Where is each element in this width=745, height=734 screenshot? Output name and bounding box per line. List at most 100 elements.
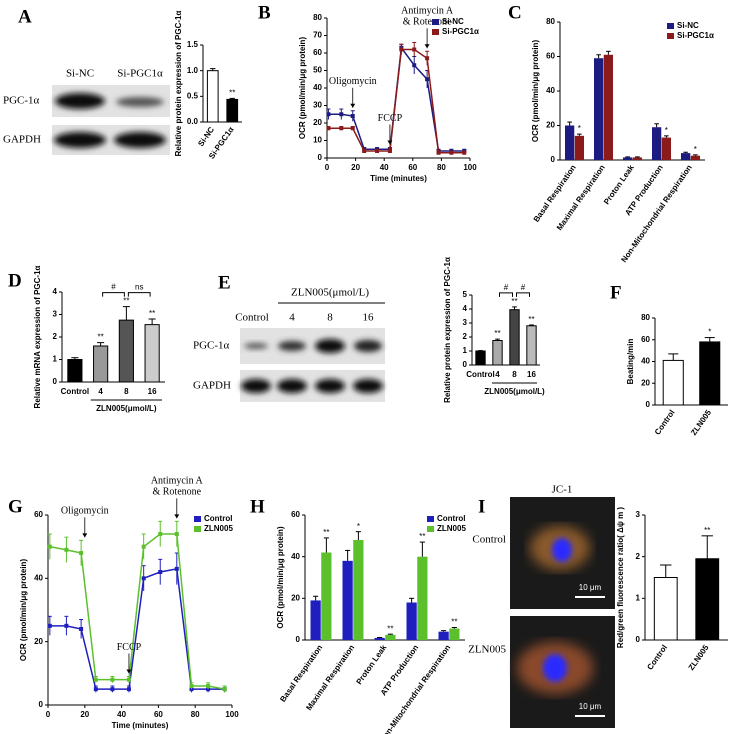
bar [449, 628, 460, 640]
scale-label: 10 μm [579, 583, 602, 592]
significance: ** [704, 526, 710, 535]
legend-label: Control [437, 514, 465, 523]
x-tick-label: 100 [463, 163, 477, 172]
x-tick-label: Control [61, 387, 89, 396]
y-axis-label: Relative protein expression of PGC-1α [443, 257, 452, 403]
y-tick-label: 60 [546, 52, 555, 61]
significance: ** [229, 88, 235, 97]
bar [603, 54, 614, 160]
x-tick-label: 60 [408, 163, 417, 172]
x-tick-label: Proton Leak [354, 643, 388, 686]
bar [321, 552, 332, 640]
y-tick-label: 1.5 [187, 40, 199, 49]
annotation: FCCP [378, 113, 403, 124]
annotation: Oligomycin [61, 506, 109, 517]
y-tick-label: 4 [463, 304, 468, 313]
bar [118, 319, 134, 383]
bar [406, 602, 417, 640]
x-tick-label: 20 [80, 710, 89, 719]
y-tick-label: 1 [53, 355, 58, 364]
y-tick-label: 1.0 [187, 66, 199, 75]
bar [509, 309, 520, 366]
lane-label: 16 [363, 312, 375, 324]
blot-band [315, 379, 345, 393]
y-tick-label: 3 [463, 318, 468, 327]
x-tick-label: 20 [351, 163, 360, 172]
significance: ** [323, 528, 329, 537]
legend-label: Si-NC [442, 17, 464, 26]
point [93, 687, 98, 692]
legend-swatch [194, 516, 201, 522]
point [206, 684, 211, 688]
blot-band [278, 341, 306, 351]
point [64, 623, 69, 628]
point [47, 544, 52, 549]
bracket [516, 292, 530, 297]
y-axis-label: OCR (pmol/min/μg protein) [276, 526, 285, 629]
panel-label: G [8, 496, 23, 517]
lane-label: Control [235, 312, 269, 324]
blot-band [315, 339, 345, 353]
y-tick-label: 0.0 [187, 117, 199, 126]
y-tick-label: 0 [646, 400, 651, 409]
y-tick-label: 30 [313, 101, 322, 110]
blot-band [114, 132, 166, 148]
blot-band [244, 343, 268, 349]
bar [93, 345, 109, 383]
point [93, 677, 98, 682]
point [399, 47, 404, 52]
blot-header: ZLN005(μmol/L) [291, 287, 369, 299]
point [47, 623, 52, 628]
row-label: GAPDH [193, 380, 231, 392]
bar [492, 340, 503, 366]
y-tick-label: 80 [313, 13, 322, 22]
panel-label: E [218, 272, 231, 293]
point [339, 112, 344, 117]
point [425, 77, 430, 82]
bar [653, 577, 678, 641]
significance: ** [494, 329, 500, 338]
significance: ** [387, 624, 393, 633]
y-tick-label: 0 [636, 635, 641, 644]
annotation: Oligomycin [329, 76, 377, 87]
annotation: Antimycin A [151, 476, 204, 487]
nucleus [552, 538, 572, 562]
y-axis-label: OCR (pmol/min/μg protein) [298, 37, 307, 140]
bar [353, 540, 364, 640]
nucleus [543, 654, 567, 682]
y-tick-label: 80 [641, 313, 650, 322]
x-tick-label: 0 [325, 163, 330, 172]
legend-swatch [427, 526, 434, 532]
annotation: & Rotenone [403, 17, 452, 28]
y-tick-label: 20 [546, 121, 555, 130]
x-tick-label: 0 [46, 710, 51, 719]
x-tick-label: 80 [191, 710, 200, 719]
point [326, 112, 331, 117]
point [412, 63, 417, 68]
point [141, 544, 146, 549]
blot-band [353, 379, 383, 393]
y-tick-label: 3 [53, 310, 58, 319]
significance: * [708, 328, 711, 337]
x-tick-label: 80 [437, 163, 446, 172]
x-tick-label: Control [645, 643, 669, 671]
bar [385, 634, 396, 640]
significance: ** [98, 333, 104, 342]
row-label: Control [472, 534, 506, 546]
bar [632, 157, 643, 160]
significance: ** [123, 297, 129, 306]
y-tick-label: 60 [34, 510, 43, 519]
bar [680, 153, 691, 160]
series-line [49, 533, 225, 690]
x-tick-label: 16 [527, 370, 536, 379]
bracket-label: # [504, 283, 509, 292]
y-tick-label: 2 [636, 552, 641, 561]
panel-label: F [610, 282, 622, 303]
y-tick-label: 40 [641, 357, 650, 366]
y-tick-label: 0 [53, 377, 58, 386]
legend-swatch [432, 19, 439, 25]
x-tick-label: 60 [154, 710, 163, 719]
y-tick-label: 0 [551, 155, 556, 164]
bar [206, 70, 219, 123]
